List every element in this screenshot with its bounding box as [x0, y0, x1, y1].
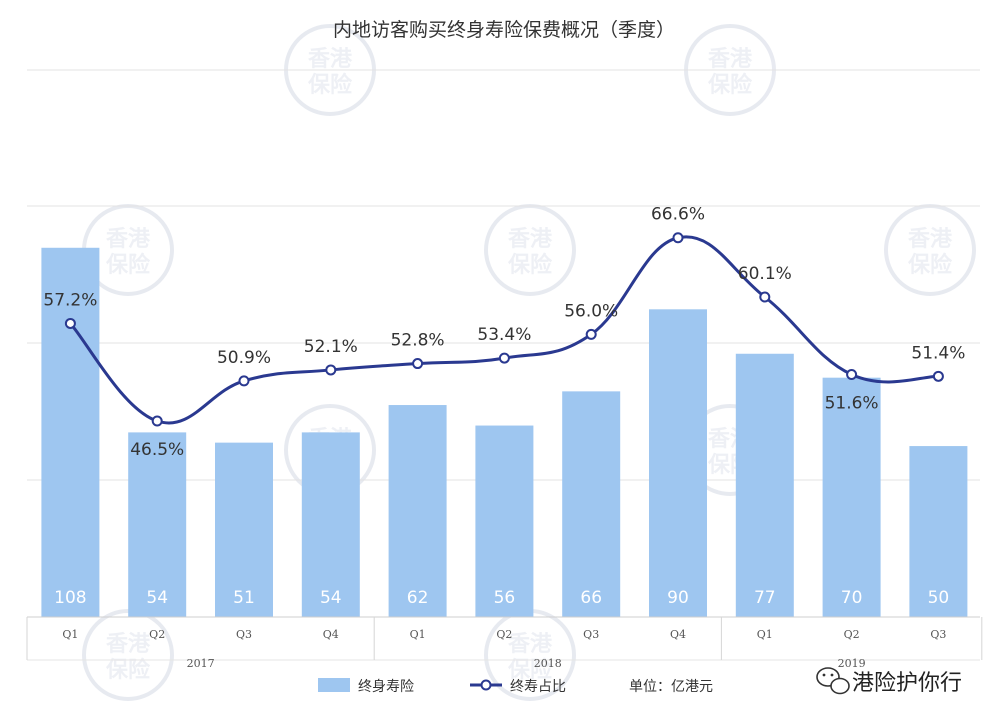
year-label-1: 2018: [534, 657, 562, 670]
x-tick-label-5: Q2: [496, 628, 512, 641]
line-point-2: [238, 375, 250, 387]
wechat-account-name: 港险护你行: [852, 671, 962, 696]
x-tick-label-8: Q1: [757, 628, 773, 641]
bar-2: [215, 442, 273, 617]
watermark-text: 保险: [307, 72, 353, 98]
x-tick-label-10: Q3: [930, 628, 946, 641]
line-value-label-7: 66.6%: [651, 205, 705, 225]
x-tick-label-6: Q3: [583, 628, 599, 641]
year-label-2: 2019: [838, 657, 866, 670]
line-value-label-0: 57.2%: [43, 290, 97, 310]
line-value-label-10: 51.4%: [911, 343, 965, 363]
line-point-7: [672, 232, 684, 244]
bar-value-label-2: 51: [233, 588, 255, 608]
bar-5: [475, 425, 534, 617]
bar-0: [41, 247, 100, 617]
legend-swatch-line-marker: [480, 679, 492, 691]
bar-8: [735, 353, 794, 617]
bar-6: [562, 391, 621, 617]
line-point-10: [932, 370, 944, 382]
watermark-text: 香港: [106, 227, 151, 252]
line-value-label-3: 52.1%: [304, 337, 358, 357]
bar-value-labels: 108 54 51 54 62 56 66 90 77 70 50: [54, 588, 949, 608]
bar-value-label-1: 54: [146, 588, 168, 608]
bar-value-label-3: 54: [320, 588, 342, 608]
chart-title: 内地访客购买终身寿险保费概况（季度）: [333, 19, 675, 41]
line-point-8: [759, 291, 771, 303]
bar-value-label-4: 62: [407, 588, 429, 608]
x-tick-label-3: Q4: [323, 628, 339, 641]
line-point-0: [64, 317, 76, 329]
legend-label-bar: 终身寿险: [358, 678, 414, 695]
bar-series: [41, 247, 968, 617]
bar-value-label-7: 90: [667, 588, 689, 608]
watermark-text: 保险: [105, 252, 151, 278]
x-tick-label-7: Q4: [670, 628, 686, 641]
watermark-text: 保险: [507, 252, 553, 278]
x-tick-label-9: Q2: [844, 628, 860, 641]
watermark-text: 香港: [508, 632, 553, 657]
line-value-label-5: 53.4%: [477, 325, 531, 345]
bar-value-label-9: 70: [841, 588, 863, 608]
watermark-text: 香港: [508, 227, 553, 252]
bar-4: [388, 405, 447, 617]
bar-10: [909, 446, 968, 617]
x-tick-label-4: Q1: [410, 628, 426, 641]
legend: 终身寿险 终寿占比 单位：亿港元: [318, 678, 713, 695]
x-tick-label-1: Q2: [149, 628, 165, 641]
line-value-label-4: 52.8%: [391, 331, 445, 351]
bar-value-label-6: 66: [580, 588, 602, 608]
line-value-label-1: 46.5%: [130, 440, 184, 460]
watermark-text: 香港: [106, 632, 151, 657]
bar-value-label-5: 56: [494, 588, 516, 608]
x-axis: Q1 Q2 Q3 Q4 Q1 Q2 Q3 Q4 Q1 Q2 Q3 2017 2018 2019: [26, 616, 983, 670]
watermark-text: 保险: [507, 657, 553, 683]
watermark-text: 保险: [707, 72, 753, 98]
bar-value-label-8: 77: [754, 588, 776, 608]
line-value-label-6: 56.0%: [564, 301, 618, 321]
line-point-9: [846, 368, 858, 380]
bar-value-label-0: 108: [54, 588, 86, 608]
line-point-5: [498, 352, 510, 364]
line-value-label-9: 51.6%: [825, 393, 879, 413]
line-point-1: [151, 415, 163, 427]
bar-7: [649, 309, 707, 617]
legend-label-line: 终寿占比: [510, 678, 566, 695]
line-value-label-8: 60.1%: [738, 264, 792, 284]
line-value-labels: 57.2% 46.5% 50.9% 52.1% 52.8% 53.4% 56.0% 66.6%…: [43, 205, 965, 460]
line-value-label-2: 50.9%: [217, 348, 271, 368]
watermark-text: 香港: [308, 47, 353, 72]
legend-swatch-bar: [318, 678, 350, 692]
watermark-ring: [82, 609, 174, 701]
wechat-brand: 港险护你行: [816, 667, 962, 696]
unit-note: 单位：亿港元: [629, 679, 713, 695]
line-point-3: [325, 364, 337, 376]
year-label-0: 2017: [187, 657, 215, 670]
bar-value-label-10: 50: [928, 588, 950, 608]
x-tick-label-0: Q1: [62, 628, 78, 641]
line-point-4: [412, 358, 424, 370]
bar-1: [128, 432, 187, 617]
wechat-icon: [816, 667, 850, 695]
bar-3: [301, 432, 360, 617]
line-point-6: [585, 328, 597, 340]
watermark-text: 保险: [105, 657, 151, 683]
watermark-text: 香港: [708, 47, 753, 72]
x-tick-label-2: Q3: [236, 628, 252, 641]
line-points: [64, 232, 944, 427]
bar-9: [822, 377, 881, 617]
watermark-text: 保险: [907, 252, 953, 278]
watermark-text: 香港: [908, 227, 953, 252]
